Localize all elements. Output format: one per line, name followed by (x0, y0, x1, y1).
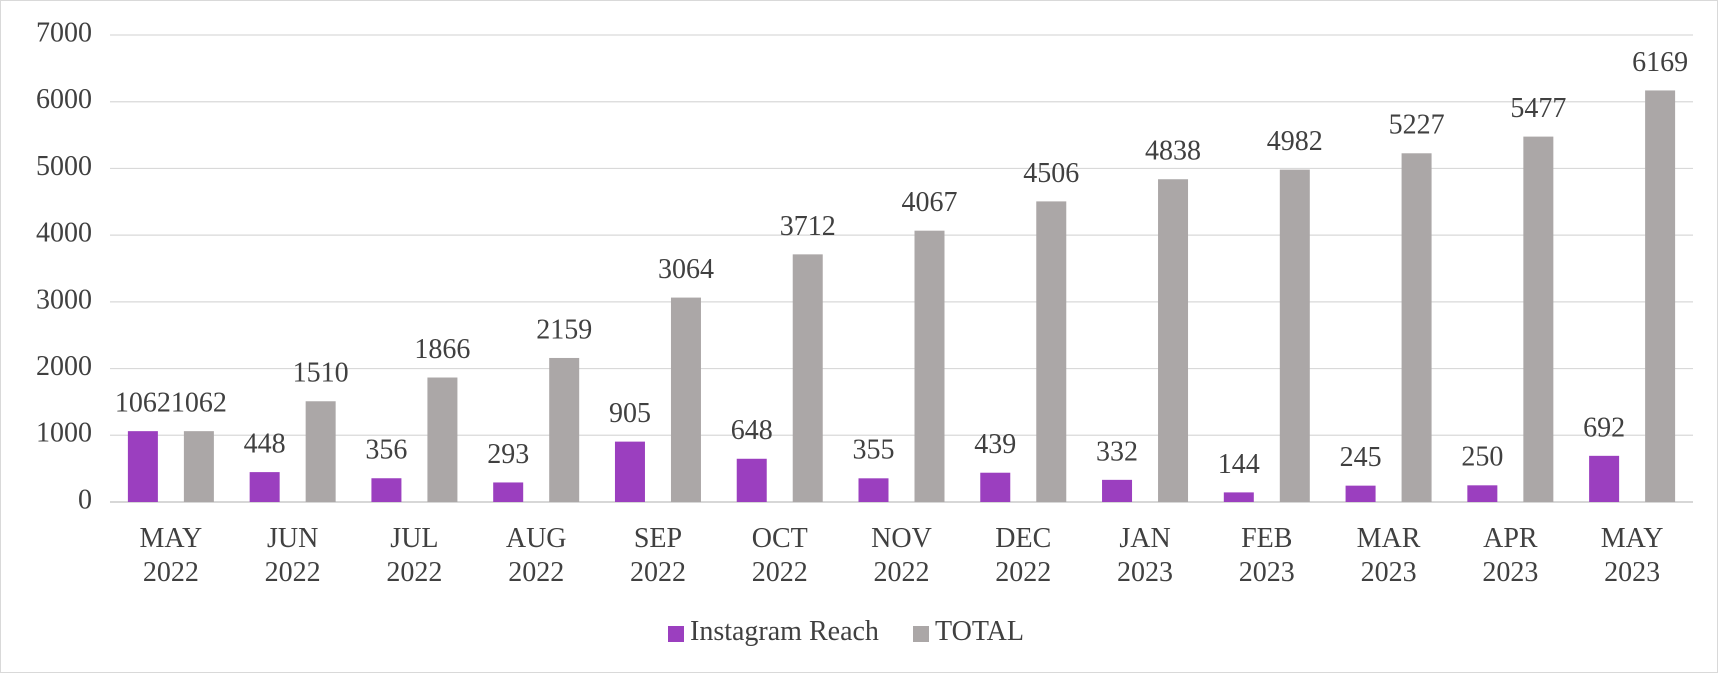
data-label: 356 (365, 435, 407, 466)
data-label: 1062 (171, 388, 227, 419)
bar (1523, 136, 1554, 503)
data-label: 355 (853, 435, 895, 466)
bar (1467, 485, 1498, 502)
bar (1645, 90, 1676, 502)
bar (614, 441, 645, 502)
y-tick-label: 0 (78, 484, 92, 515)
y-tick-label: 4000 (36, 218, 92, 249)
data-label: 250 (1461, 442, 1503, 473)
y-tick-label: 2000 (36, 351, 92, 382)
y-tick-label: 7000 (36, 17, 92, 48)
bar (914, 230, 945, 502)
legend-label: TOTAL (935, 616, 1025, 647)
bar (427, 377, 458, 502)
bar (371, 478, 402, 502)
bar (1223, 492, 1254, 502)
x-tick-label: APR 2023 (1482, 523, 1539, 588)
bar (249, 472, 280, 502)
x-tick-label: MAY 2023 (1600, 523, 1664, 588)
x-tick-label: FEB 2023 (1238, 523, 1295, 588)
data-label: 3064 (658, 254, 714, 285)
data-label: 3712 (780, 211, 836, 242)
data-label: 1062 (115, 388, 171, 419)
data-label: 6169 (1632, 47, 1688, 78)
data-label: 5477 (1510, 93, 1566, 124)
x-tick-label: MAY 2022 (139, 523, 203, 588)
data-label: 144 (1218, 449, 1260, 480)
bar (1279, 169, 1310, 502)
bar (549, 357, 580, 502)
x-tick-label: AUG 2022 (505, 523, 567, 588)
bar (1589, 455, 1620, 502)
data-label: 4838 (1145, 136, 1201, 167)
x-tick-label: JUN 2022 (264, 523, 321, 588)
data-label: 2159 (536, 314, 592, 345)
x-tick-label: DEC 2022 (995, 523, 1052, 588)
legend-swatch (913, 626, 929, 642)
bar (858, 478, 889, 502)
data-label: 439 (974, 429, 1016, 460)
bar (1401, 153, 1432, 502)
x-tick-label: JAN 2023 (1117, 523, 1174, 588)
y-tick-label: 5000 (36, 151, 92, 182)
data-label: 332 (1096, 436, 1138, 467)
data-label: 648 (731, 415, 773, 446)
legend-label: Instagram Reach (690, 616, 879, 647)
bar (980, 472, 1011, 502)
data-label: 905 (609, 398, 651, 429)
bar (183, 431, 214, 502)
data-label: 448 (244, 429, 286, 460)
bar (1102, 479, 1133, 502)
x-tick-label: MAR 2023 (1356, 523, 1421, 588)
bar (127, 431, 158, 502)
bar (305, 401, 336, 502)
y-tick-label: 3000 (36, 284, 92, 315)
data-label: 4982 (1267, 126, 1323, 157)
data-label: 1866 (414, 334, 470, 365)
y-tick-label: 1000 (36, 418, 92, 449)
data-label: 4506 (1023, 158, 1079, 189)
x-tick-label: JUL 2022 (386, 523, 443, 588)
data-label: 1510 (293, 358, 349, 389)
bar (736, 458, 767, 502)
bar (792, 254, 823, 502)
bar (670, 297, 701, 502)
x-tick-label: SEP 2022 (629, 523, 686, 588)
data-label: 4067 (902, 187, 958, 218)
data-label: 293 (487, 439, 529, 470)
y-tick-label: 6000 (36, 84, 92, 115)
bar (493, 482, 524, 502)
x-tick-label: OCT 2022 (751, 523, 808, 588)
data-label: 245 (1340, 442, 1382, 473)
bar (1158, 179, 1189, 503)
x-tick-label: NOV 2022 (871, 523, 932, 588)
data-label: 5227 (1389, 110, 1445, 141)
legend-swatch (668, 626, 684, 642)
bar (1036, 201, 1067, 502)
data-label: 692 (1583, 412, 1625, 443)
bar (1345, 485, 1376, 502)
